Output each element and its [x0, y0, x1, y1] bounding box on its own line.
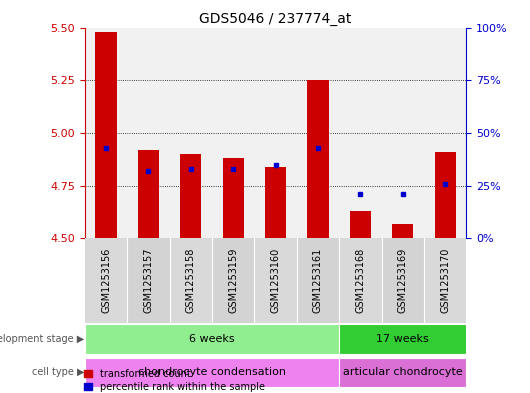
Bar	[180, 154, 201, 239]
Bar	[424, 28, 466, 239]
Title: GDS5046 / 237774_at: GDS5046 / 237774_at	[199, 13, 352, 26]
Bar	[382, 239, 424, 323]
FancyBboxPatch shape	[339, 325, 466, 354]
Bar	[212, 28, 254, 239]
Bar	[382, 28, 424, 239]
Bar	[339, 239, 382, 323]
Bar	[138, 150, 159, 239]
Text: articular chondrocyte: articular chondrocyte	[343, 367, 463, 378]
Bar	[85, 239, 127, 323]
Bar	[170, 28, 212, 239]
Text: GSM1253168: GSM1253168	[356, 248, 365, 313]
Text: GSM1253169: GSM1253169	[398, 248, 408, 313]
Legend: transformed count, percentile rank within the sample: transformed count, percentile rank withi…	[84, 369, 265, 392]
Text: cell type ▶: cell type ▶	[32, 367, 84, 378]
Bar	[435, 152, 456, 239]
FancyBboxPatch shape	[85, 358, 339, 387]
Bar	[307, 80, 329, 239]
Bar	[350, 211, 371, 239]
Text: GSM1253156: GSM1253156	[101, 248, 111, 313]
Bar	[212, 239, 254, 323]
FancyBboxPatch shape	[85, 325, 339, 354]
Bar	[254, 239, 297, 323]
Text: 6 weeks: 6 weeks	[189, 334, 235, 344]
Bar	[392, 224, 413, 239]
Bar	[95, 32, 117, 239]
Bar	[223, 158, 244, 239]
Bar	[85, 28, 127, 239]
Bar	[297, 28, 339, 239]
Bar	[127, 28, 170, 239]
Bar	[424, 239, 466, 323]
Text: GSM1253160: GSM1253160	[271, 248, 280, 313]
Bar	[339, 28, 382, 239]
Text: development stage ▶: development stage ▶	[0, 334, 84, 344]
Bar	[254, 28, 297, 239]
Text: chondrocyte condensation: chondrocyte condensation	[138, 367, 286, 378]
Text: GSM1253170: GSM1253170	[440, 248, 450, 313]
Text: GSM1253157: GSM1253157	[144, 248, 153, 313]
Text: 17 weeks: 17 weeks	[376, 334, 429, 344]
Bar	[127, 239, 170, 323]
Bar	[297, 239, 339, 323]
FancyBboxPatch shape	[339, 358, 466, 387]
Bar	[170, 239, 212, 323]
Text: GSM1253158: GSM1253158	[186, 248, 196, 313]
Text: GSM1253161: GSM1253161	[313, 248, 323, 313]
Text: GSM1253159: GSM1253159	[228, 248, 238, 313]
Bar	[265, 167, 286, 239]
